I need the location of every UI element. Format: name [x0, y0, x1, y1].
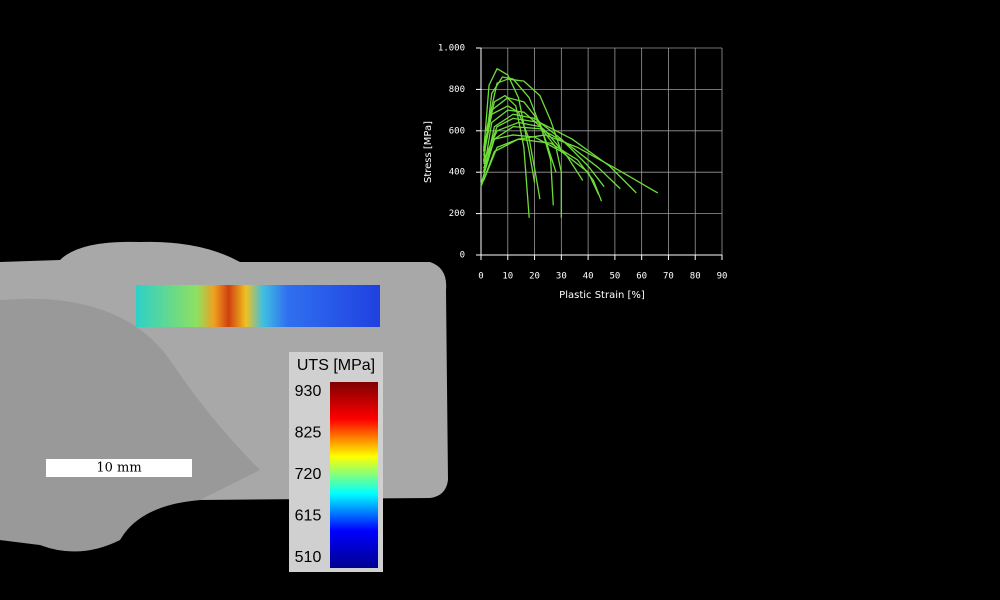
colorbar-tick-label: 720: [295, 466, 322, 483]
x-tick-label: 50: [609, 272, 620, 282]
x-tick-label: 70: [663, 272, 674, 282]
x-tick-label: 80: [690, 272, 701, 282]
micrograph-shade: [0, 298, 260, 552]
stress-strain-curve: [483, 121, 562, 218]
y-tick-label: 200: [449, 209, 465, 219]
colorbar-tick-label: 930: [295, 383, 322, 400]
colorbar-tick-label: 510: [295, 549, 322, 566]
colorbar: [330, 382, 378, 568]
x-tick-label: 30: [556, 272, 567, 282]
scale-bar-label: 10 mm: [96, 461, 141, 476]
x-tick-label: 60: [636, 272, 647, 282]
y-tick-label: 400: [449, 168, 465, 178]
x-tick-label: 90: [717, 272, 728, 282]
stress-strain-curve: [480, 134, 659, 194]
x-axis-label: Plastic Strain [%]: [559, 290, 645, 301]
x-tick-label: 10: [502, 272, 513, 282]
y-tick-label: 0: [460, 251, 465, 261]
stress-strain-curve: [483, 105, 541, 200]
y-tick-label: 800: [449, 85, 465, 95]
stress-strain-curve: [483, 68, 536, 183]
colorbar-tick-label: 615: [295, 508, 322, 525]
x-tick-label: 20: [529, 272, 540, 282]
stress-strain-curve: [483, 113, 605, 188]
x-tick-label: 0: [478, 272, 483, 282]
y-tick-label: 600: [449, 126, 465, 136]
scale-bar: [46, 459, 192, 477]
stress-strain-curve: [483, 138, 603, 202]
stress-strain-curve: [483, 97, 554, 206]
colorbar-tick-label: 825: [295, 425, 322, 442]
stress-strain-curve: [485, 78, 562, 152]
x-tick-label: 40: [583, 272, 594, 282]
y-tick-label: 1.000: [438, 44, 465, 54]
y-axis-label: Stress [MPa]: [423, 121, 434, 183]
uts-map: [136, 285, 380, 327]
colorbar-title: UTS [MPa]: [297, 357, 375, 374]
stress-strain-curve: [483, 134, 600, 196]
